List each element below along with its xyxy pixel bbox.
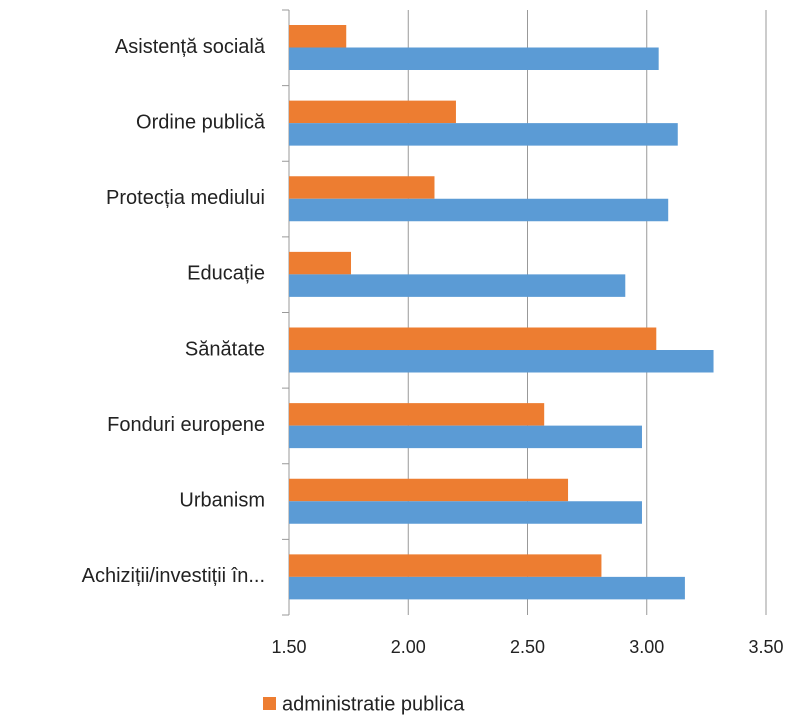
bar — [289, 425, 642, 449]
bar — [289, 47, 659, 70]
legend-swatch — [263, 697, 276, 710]
bar — [289, 274, 626, 297]
bar — [289, 100, 456, 124]
bar — [289, 176, 435, 199]
bar — [289, 403, 545, 426]
x-tick-label: 3.00 — [629, 637, 664, 657]
y-tick-label: Ordine publică — [136, 111, 266, 133]
x-tick-label: 2.50 — [510, 637, 545, 657]
bar — [289, 501, 642, 524]
bar — [289, 251, 352, 275]
y-tick-label: Sănătate — [185, 338, 265, 360]
bar — [289, 25, 347, 48]
x-tick-label: 2.00 — [391, 637, 426, 657]
legend-label: administratie publica — [282, 693, 465, 715]
bar — [289, 576, 685, 600]
y-tick-label: Asistență socială — [115, 36, 266, 58]
y-tick-label: Urbanism — [179, 490, 265, 512]
bar — [289, 554, 602, 577]
bar — [289, 350, 714, 373]
x-tick-label: 1.50 — [271, 637, 306, 657]
y-tick-label: Protecția mediului — [106, 187, 265, 209]
bar — [289, 123, 678, 146]
bar — [289, 198, 669, 222]
bar — [289, 478, 569, 502]
x-tick-label: 3.50 — [748, 637, 783, 657]
bar — [289, 327, 657, 350]
y-tick-label: Achiziții/investiții în... — [82, 565, 265, 587]
y-tick-label: Fonduri europene — [107, 414, 265, 436]
y-tick-label: Educație — [187, 263, 265, 285]
